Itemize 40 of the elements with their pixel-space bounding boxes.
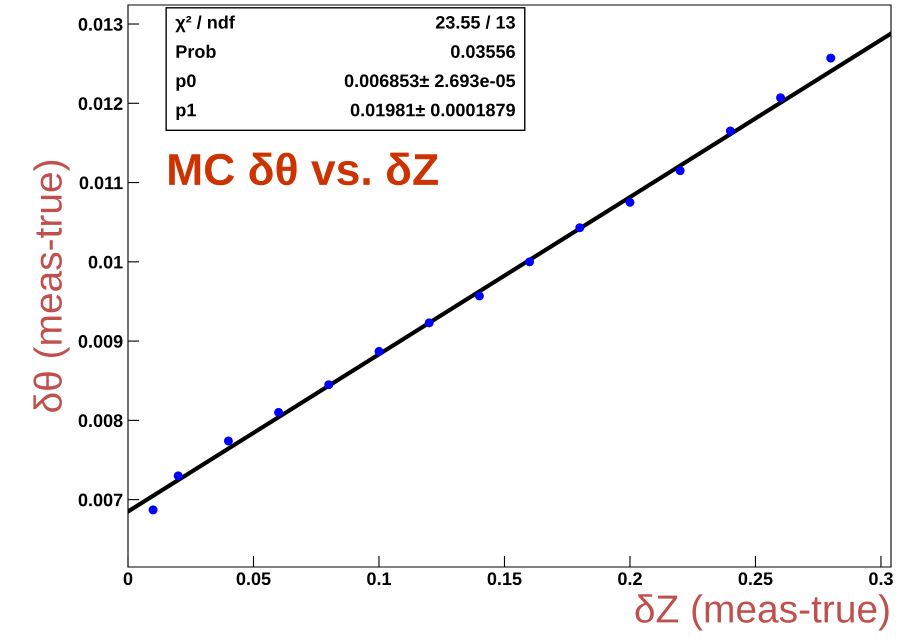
point [324,380,334,390]
point [374,346,384,356]
annotation: χ² / ndf [175,15,235,32]
x-tick-label: 0.25 [738,572,773,586]
x-tick-label: 0.05 [236,572,271,586]
point [726,126,735,136]
annotation: 23.55 / 13 [436,15,515,29]
annotation: 0.01981± 0.0001879 [350,104,515,116]
point [625,198,634,207]
y-tick-label: 0.013 [78,18,122,31]
point [826,54,836,63]
x-tick-label: 0.3 [869,572,893,586]
point [174,471,183,480]
annotation: p0 [176,74,196,91]
x-tick-label: 0.15 [488,572,522,586]
annotation: p1 [176,104,196,120]
y-tick-label: 0.008 [78,414,123,428]
point [148,505,158,514]
y-tick-label: 0.011 [80,176,123,190]
point [676,166,685,176]
x-tick-label: 0.1 [367,572,392,586]
text: MC δθ vs. δZ [169,152,438,186]
point [525,257,534,266]
x-tick-label: 0 [124,572,132,586]
point [224,436,233,446]
point [575,223,584,232]
annotation: 0.03556 [451,45,515,58]
point [776,93,786,102]
annotation: 0.006853± 2.693e-05 [344,74,516,88]
point [274,408,284,417]
y-tick-label: 0.01 [88,256,123,269]
y-tick-label: 0.007 [78,494,122,506]
y-tick-label: 0.009 [78,335,122,348]
point [424,318,434,328]
x-axis-title: δZ (meas-true) [635,594,889,630]
annotation: Prob [176,44,216,58]
y-tick-label: 0.012 [78,97,122,110]
x-tick-label: 0.2 [618,572,642,586]
y-axis-title: δθ (meas-true) [33,160,70,412]
point [474,291,484,300]
